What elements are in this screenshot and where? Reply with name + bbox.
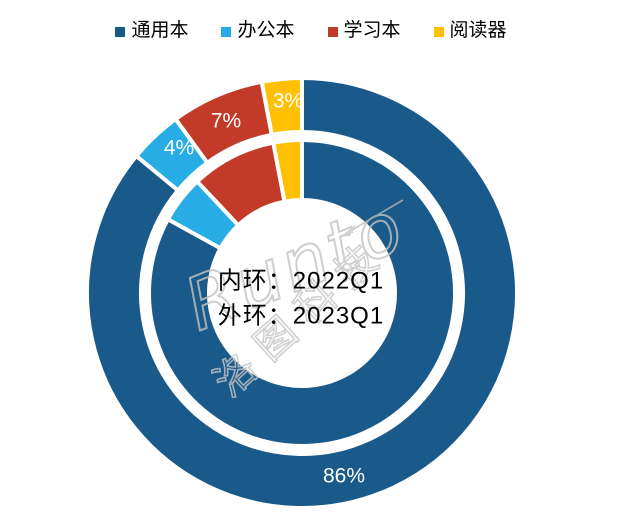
center-label-inner-ring: 内环：2022Q1 — [218, 268, 384, 295]
legend-item-office-tablet: 办公本 — [221, 20, 295, 42]
center-label-outer-ring: 外环：2023Q1 — [218, 303, 384, 330]
data-label-outer: 4% — [164, 137, 194, 160]
slice-outer-e-reader — [259, 76, 304, 137]
data-label-outer: 7% — [211, 110, 241, 133]
legend-item-general-tablet: 通用本 — [115, 20, 188, 42]
legend-item-e-reader: 阅读器 — [433, 20, 507, 42]
legend-label-e-reader: 阅读器 — [449, 20, 507, 41]
slice-inner-general-tablet — [147, 138, 457, 448]
legend-swatch-learning-tablet — [327, 26, 338, 37]
data-label-outer: 86% — [323, 465, 365, 488]
legend-label-office-tablet: 办公本 — [237, 20, 295, 41]
legend-swatch-e-reader — [433, 26, 444, 37]
data-label-outer: 3% — [273, 90, 303, 113]
slices-layer: 86% 4% 7% 3% — [85, 76, 519, 510]
legend-label-general-tablet: 通用本 — [131, 20, 189, 41]
slice-outer-general-tablet — [85, 76, 519, 510]
legend-label-learning-tablet: 学习本 — [343, 20, 401, 41]
slice-inner-e-reader — [271, 138, 304, 204]
legend-item-learning-tablet: 学习本 — [327, 20, 401, 42]
legend-swatch-office-tablet — [221, 26, 232, 37]
legend-swatch-general-tablet — [115, 26, 126, 37]
chart-legend: 通用本 办公本 学习本 阅读器 — [0, 20, 622, 42]
watermark-pen-nib — [340, 224, 356, 237]
